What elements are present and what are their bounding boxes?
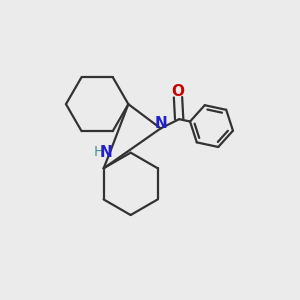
Text: N: N [99, 145, 112, 160]
Text: N: N [155, 116, 167, 131]
Text: H: H [94, 145, 104, 159]
Text: O: O [172, 84, 184, 99]
